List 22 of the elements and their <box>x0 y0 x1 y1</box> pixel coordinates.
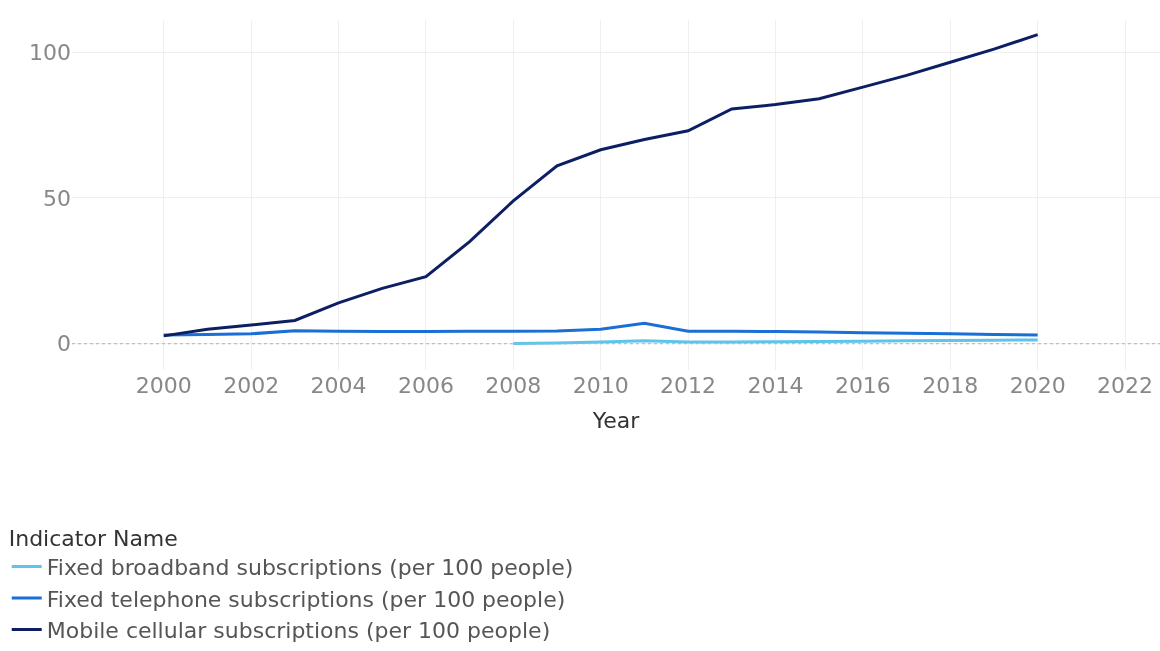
y-tick-label: 100 <box>29 39 71 65</box>
y-tick-label: 0 <box>57 331 71 357</box>
x-tick-label: 2000 <box>135 373 192 398</box>
x-tick-label: 2016 <box>834 373 891 398</box>
line-series <box>162 33 1040 338</box>
x-tick-label: 2004 <box>310 373 367 398</box>
x-axis-title: Year <box>591 407 641 433</box>
y-tick-label: 50 <box>43 185 71 211</box>
x-tick-label: 2022 <box>1097 373 1154 398</box>
legend-title: Indicator Name <box>8 525 178 551</box>
line-series <box>162 321 1040 337</box>
x-tick-label: 2002 <box>223 373 280 398</box>
x-tick-label: 2012 <box>660 373 717 398</box>
legend-label: Mobile cellular subscriptions (per 100 people) <box>46 618 551 644</box>
legend-label: Fixed telephone subscriptions (per 100 people) <box>46 586 566 612</box>
x-tick-label: 2010 <box>572 373 629 398</box>
x-tick-label: 2006 <box>397 373 454 398</box>
x-tick-label: 2008 <box>485 373 542 398</box>
x-tick-label: 2020 <box>1009 373 1066 398</box>
x-tick-label: 2014 <box>747 373 804 398</box>
legend-label: Fixed broadband subscriptions (per 100 people) <box>46 554 574 580</box>
x-tick-label: 2018 <box>922 373 979 398</box>
